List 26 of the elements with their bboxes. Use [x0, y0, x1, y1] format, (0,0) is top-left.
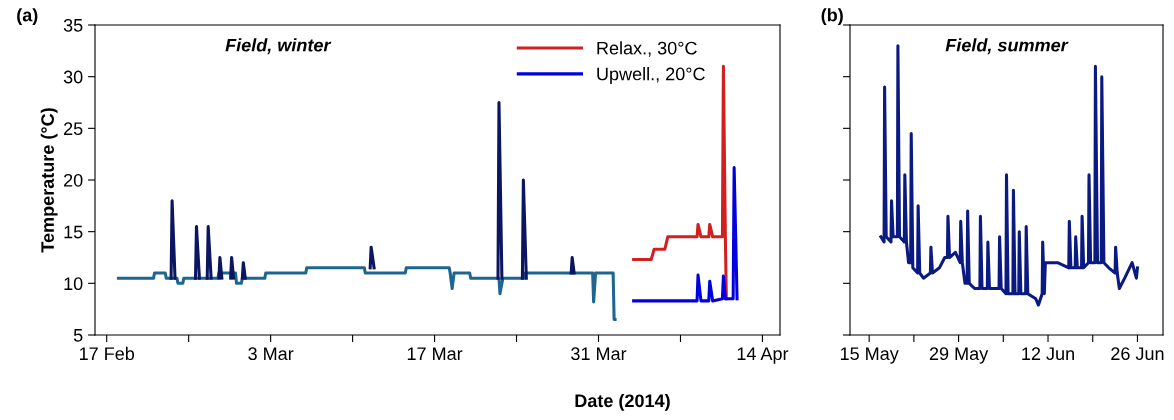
x-tick-label: 12 Jun — [1022, 347, 1074, 361]
y-tick-label: 20 — [64, 173, 83, 187]
y-axis-title: Temperature (°C) — [40, 108, 58, 253]
legend-label: Upwell., 20°C — [597, 67, 705, 84]
y-tick-label: 35 — [63, 18, 83, 32]
legend-label: Relax., 30°C — [597, 41, 697, 57]
line-series — [632, 166, 739, 303]
y-tick-label: 5 — [73, 329, 83, 342]
x-tick-label: 29 May — [929, 347, 989, 364]
x-tick-label: 17 Feb — [79, 346, 135, 361]
x-tick-label: 31 Mar — [571, 347, 627, 361]
y-tick-label: 30 — [63, 70, 83, 84]
y-tick-label: 10 — [64, 277, 83, 291]
x-tick-label: 14 Apr — [737, 347, 789, 364]
x-tick-label: 17 Mar — [407, 347, 463, 361]
y-tick-label: 15 — [64, 225, 83, 239]
chart-title: (b) — [821, 8, 843, 25]
x-tick-label: 3 Mar — [248, 347, 294, 361]
x-axis-title: Date (2014) — [575, 393, 670, 411]
x-tick-label: 15 May — [840, 347, 899, 364]
annotation: Field, summer — [945, 38, 1069, 55]
y-tick-label: 25 — [64, 122, 83, 136]
x-tick-label: 26 Jun — [1111, 347, 1164, 361]
line-series — [116, 266, 617, 322]
chart-title: (a) — [17, 8, 38, 25]
annotation: Field, winter — [225, 38, 332, 55]
